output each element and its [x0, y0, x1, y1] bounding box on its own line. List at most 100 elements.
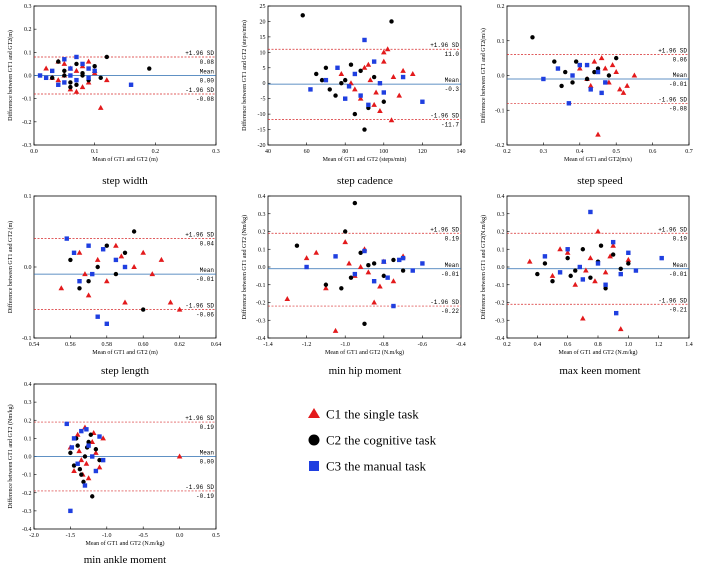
data-point: [396, 92, 403, 98]
data-point: [86, 75, 91, 81]
data-point: [71, 468, 77, 473]
data-point: [614, 55, 619, 61]
data-point: [362, 248, 367, 254]
data-point: [603, 286, 608, 291]
data-point: [352, 271, 358, 277]
y-tick-label: 0.3: [497, 212, 505, 218]
upper-limit-value: 0.19: [673, 235, 688, 242]
data-point: [580, 277, 586, 282]
data-point: [352, 71, 358, 77]
mean-title: Mean: [673, 72, 688, 79]
data-point: [371, 261, 377, 266]
legend-label: C1 the single task: [326, 407, 419, 422]
series-1: [58, 242, 183, 312]
data-point: [131, 264, 137, 269]
data-point: [342, 239, 348, 245]
upper-limit-title: +1.96 SD: [430, 226, 459, 233]
data-point: [610, 252, 616, 257]
data-point: [100, 435, 106, 441]
upper-limit-title: +1.96 SD: [430, 42, 459, 49]
series-3: [542, 209, 664, 316]
data-point: [158, 256, 165, 262]
data-point: [86, 439, 91, 445]
y-tick-label: 0.2: [24, 418, 32, 424]
x-tick-label: 0.60: [138, 342, 149, 348]
data-point: [122, 264, 128, 270]
y-tick-label: 10: [260, 50, 266, 56]
chart-caption: step speed: [577, 175, 623, 187]
data-point: [74, 54, 79, 60]
data-point: [377, 283, 383, 289]
y-tick-label: -0.1: [495, 283, 505, 289]
y-tick-label: 0: [263, 81, 266, 87]
data-point: [381, 99, 386, 104]
data-point: [79, 428, 84, 434]
y-tick-label: 25: [260, 4, 266, 10]
mean-value: 0.00: [200, 459, 215, 466]
data-point: [104, 54, 110, 60]
x-tick-label: 80: [342, 149, 348, 155]
x-tick-label: 0.2: [503, 342, 511, 348]
data-point: [542, 261, 548, 266]
data-point: [50, 75, 55, 81]
data-point: [104, 321, 109, 326]
x-tick-label: 0.2: [503, 149, 511, 155]
data-point: [62, 57, 67, 62]
data-point: [400, 67, 406, 73]
data-point: [97, 104, 104, 110]
data-point: [92, 64, 97, 69]
y-tick-label: -20: [258, 143, 266, 149]
mean-title: Mean: [200, 450, 215, 457]
y-tick-label: -0.3: [22, 509, 32, 515]
data-point: [549, 272, 556, 278]
chart-panel-3: 0.2 0.3 0.4 0.5 0.6 0.7 -0.2 -0.1 0.0 0.1 0.2 +1.96…: [480, 4, 693, 187]
data-point: [343, 229, 348, 234]
data-point: [68, 450, 73, 456]
data-point: [373, 89, 379, 95]
legend-label: C2 the cognitive task: [326, 433, 437, 448]
y-tick-label: 20: [260, 19, 266, 25]
y-tick-label: -0.1: [22, 97, 32, 103]
data-point: [626, 250, 631, 255]
x-tick-label: 0.8: [594, 342, 602, 348]
data-point: [384, 46, 391, 52]
data-point: [583, 267, 589, 273]
data-point: [96, 464, 103, 470]
data-point: [595, 131, 601, 137]
data-point: [71, 250, 77, 255]
lower-limit-title: -1.96 SD: [658, 96, 687, 103]
data-point: [81, 479, 86, 485]
data-point: [391, 303, 396, 309]
chart-caption: step width: [102, 175, 148, 187]
x-tick-label: -1.2: [302, 342, 312, 348]
plot-frame: [506, 5, 690, 146]
data-point: [357, 95, 364, 101]
data-point: [588, 209, 593, 215]
data-point: [149, 271, 156, 277]
x-tick-label: 0.4: [534, 342, 542, 348]
data-point: [314, 71, 319, 77]
data-point: [90, 494, 95, 499]
x-tick-label: 60: [304, 149, 310, 155]
upper-limit-title: +1.96 SD: [185, 232, 214, 239]
x-tick-label: -1.0: [102, 533, 112, 539]
y-tick-label: 0.2: [497, 230, 505, 236]
data-point: [90, 454, 95, 459]
data-point: [43, 75, 49, 81]
series-3: [64, 236, 128, 326]
data-point: [572, 281, 579, 287]
data-point: [323, 65, 329, 70]
data-point: [85, 58, 92, 64]
data-point: [410, 268, 415, 273]
data-point: [565, 255, 570, 261]
data-point: [555, 66, 561, 71]
data-point: [564, 249, 571, 255]
data-point: [82, 483, 88, 488]
series-3: [64, 421, 106, 514]
data-point: [624, 82, 630, 88]
y-tick-label: -0.4: [256, 336, 266, 342]
data-point: [313, 249, 320, 255]
x-tick-label: -0.6: [418, 342, 428, 348]
legend-item: C3 the manual task: [309, 459, 427, 474]
data-point: [606, 79, 612, 85]
